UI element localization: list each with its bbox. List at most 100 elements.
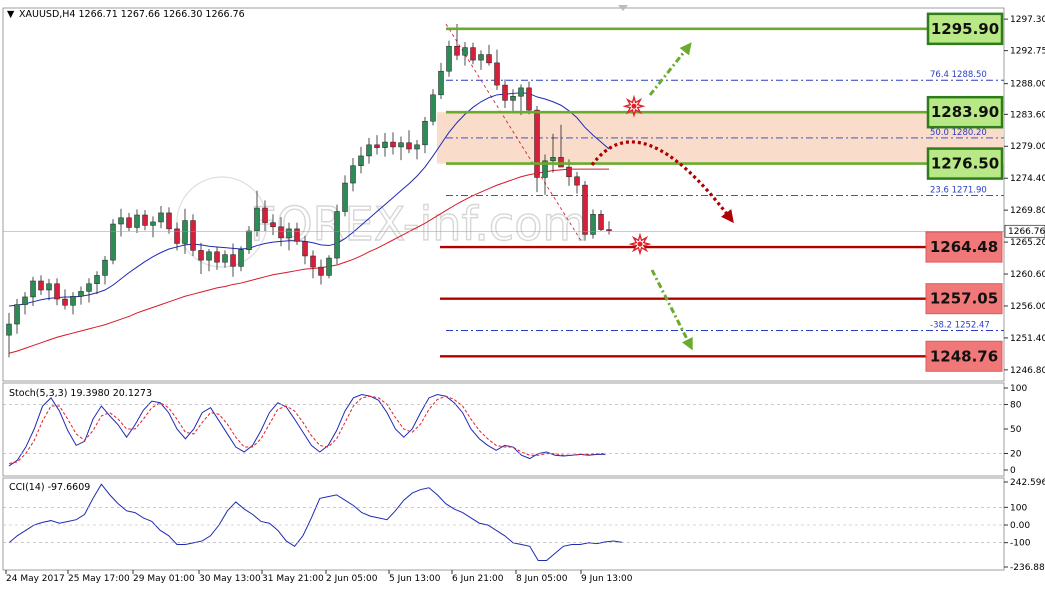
y-tick-label: 1274.40 [1010,174,1045,184]
candle-bull [158,212,164,223]
red-level-box [925,340,1003,372]
cci-pane[interactable] [2,477,1005,571]
main-chart-pane[interactable] [2,7,1005,382]
current-price-label: 1266.76 [1008,227,1045,237]
red-level-label: 1264.48 [930,238,998,256]
candle-bear [198,250,204,261]
candle-bull [102,259,108,276]
cci-main-line [8,483,623,561]
x-tick-label: 8 Jun 05:00 [516,574,568,584]
candle-bull [358,155,364,166]
candle-bear [302,241,308,257]
candle-bull [398,142,404,148]
x-tick-label: 9 Jun 13:00 [581,574,633,584]
candle-bull [6,323,12,336]
cci-y-tick-label: 100 [1010,503,1027,513]
candle-bull [382,141,388,148]
candle-bull [206,251,212,261]
candle-bear [486,54,492,64]
shift-marker-icon [618,5,628,11]
candle-bull [550,157,556,162]
arrow-up-breakout [648,42,692,96]
cci-y-tick-label: -236.8880 [1010,563,1045,573]
candle-bull [134,214,140,228]
candle-bull [334,211,340,259]
candle-bull [30,280,36,298]
fib-swing-line [445,23,582,241]
candle-bear [598,214,604,230]
y-tick-label: 1269.80 [1010,206,1045,216]
green-level-box [926,95,1004,129]
stoch-y-tick-label: 80 [1010,400,1022,410]
candle-bull [366,144,372,157]
candle-bear [558,157,564,168]
candle-bull [22,296,28,305]
x-tick-label: 5 Jun 13:00 [389,574,441,584]
candle-bear [214,251,220,263]
candle-bear [318,266,324,276]
candle-bull [438,70,444,96]
candle-bull [14,304,20,325]
stoch-y-tick-label: 0 [1010,466,1016,476]
candle-bear [190,220,196,251]
candle-bear [526,87,532,111]
candle-bull [150,221,156,226]
x-tick-label: 29 May 01:00 [133,574,195,584]
arrow-down-breakdown [650,269,693,351]
stoch-pane[interactable] [2,382,1005,477]
candle-bull [182,220,188,244]
fib-label: 76.4 1288.50 [930,70,987,80]
candle-bull [46,283,52,291]
red-level-box [925,231,1003,263]
candle-bull [94,275,100,285]
green-level-label: 1295.90 [931,20,999,38]
y-tick-label: 1283.60 [1010,110,1045,120]
candle-bull [246,230,252,250]
candle-bear [262,207,268,223]
menu-icon[interactable]: ▼ [7,9,15,20]
watermark-text: FOREX-inf.com [250,197,587,251]
fib-label: 23.6 1271.90 [930,186,987,196]
candle-bull [70,296,76,306]
candle-bear [166,212,172,230]
candle-bull [286,228,292,239]
candle-bull [430,94,436,122]
cci-y-tick-label: 242.5965 [1010,478,1045,488]
candle-bear [494,62,500,86]
candle-bear [470,47,476,61]
candle-bull [518,87,524,97]
symbol-info: XAUUSD,H4 1266.71 1267.66 1266.30 1266.7… [19,9,245,20]
cci-y-tick-label: 0.00 [1010,521,1030,531]
x-tick-label: 31 May 21:00 [262,574,324,584]
stoch-y-tick-label: 20 [1010,450,1022,460]
stoch-y-tick-label: 50 [1010,425,1022,435]
candle-bear [294,228,300,242]
x-tick-label: 6 Jun 21:00 [452,574,504,584]
green-level-box [926,147,1004,180]
y-tick-label: 1297.30 [1010,15,1045,25]
candle-bull [350,165,356,184]
ma-slow-line [8,168,609,354]
candle-bull [342,182,348,212]
candle-bull [110,223,116,261]
candle-bear [54,283,60,300]
y-tick-label: 1246.80 [1010,366,1045,376]
burst-icon-core [637,241,643,247]
candle-bear [374,144,380,148]
x-tick-label: 25 May 17:00 [68,574,130,584]
current-price-box [1004,224,1045,238]
x-tick-label: 2 Jun 05:00 [326,574,378,584]
cci-title: CCI(14) -97.6609 [9,482,90,493]
y-tick-label: 1251.40 [1010,334,1045,344]
candle-bear [310,255,316,268]
y-tick-label: 1256.00 [1010,302,1045,312]
green-level-label: 1283.90 [931,103,999,121]
candle-bull [590,214,596,235]
candle-bear [606,229,612,232]
red-level-box [925,283,1003,315]
candle-bear [454,45,460,56]
candle-bear [566,166,572,178]
burst-icon-core [631,103,637,109]
cci-y-tick-label: -100 [1010,539,1031,549]
